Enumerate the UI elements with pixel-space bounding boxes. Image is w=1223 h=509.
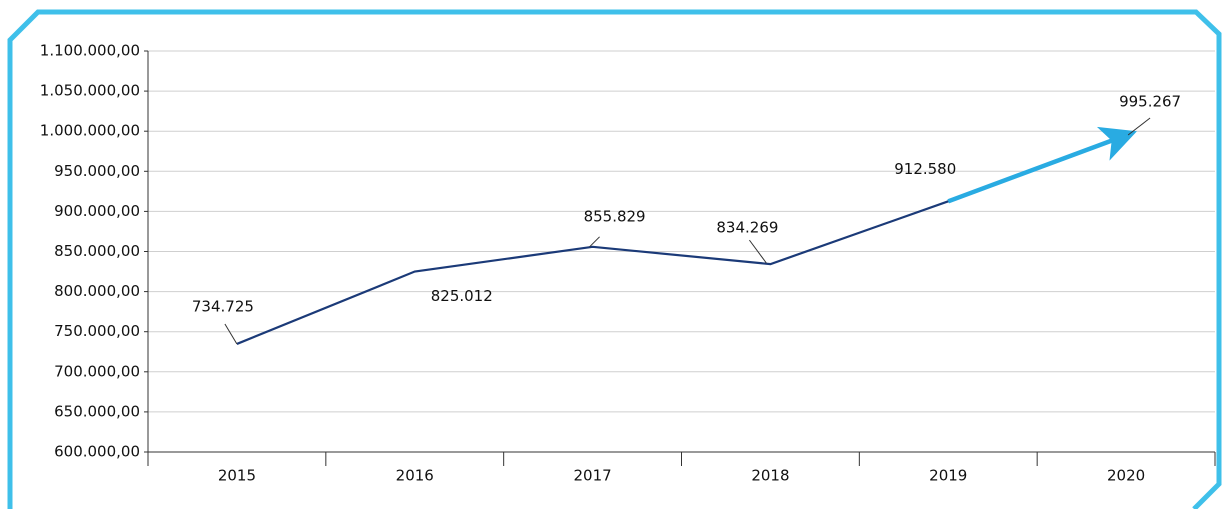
data-label: 912.580	[894, 160, 956, 178]
y-tick-label: 750.000,00	[54, 322, 140, 340]
y-tick-label: 700.000,00	[54, 362, 140, 380]
frame	[7, 9, 1222, 509]
y-tick-label: 600.000,00	[54, 443, 140, 461]
leader-line	[1127, 117, 1151, 136]
y-tick-label: 850.000,00	[54, 242, 140, 260]
data-label: 825.012	[431, 287, 493, 305]
leader-line	[224, 323, 238, 345]
data-label: 834.269	[716, 219, 778, 237]
leader-line	[589, 236, 600, 248]
x-tick-label: 2019	[929, 467, 967, 485]
y-tick-label: 1.050.000,00	[40, 82, 140, 100]
data-label: 734.725	[192, 297, 254, 315]
data-line	[236, 133, 1127, 345]
y-tick-label: 800.000,00	[54, 282, 140, 300]
x-tick-label: 2017	[573, 467, 611, 485]
leader-line	[749, 239, 767, 264]
data-label: 855.829	[584, 207, 646, 225]
x-tick-label: 2020	[1107, 467, 1145, 485]
y-tick-label: 900.000,00	[54, 202, 140, 220]
y-tick-label: 1.000.000,00	[40, 122, 140, 140]
y-tick-label: 1.100.000,00	[40, 42, 140, 60]
x-tick-label: 2018	[751, 467, 789, 485]
y-tick-label: 650.000,00	[54, 402, 140, 420]
y-tick-label: 950.000,00	[54, 162, 140, 180]
x-tick-label: 2016	[396, 467, 434, 485]
x-tick-label: 2015	[218, 467, 256, 485]
highlight-arrow	[947, 126, 1137, 204]
data-label: 995.267	[1119, 92, 1181, 110]
